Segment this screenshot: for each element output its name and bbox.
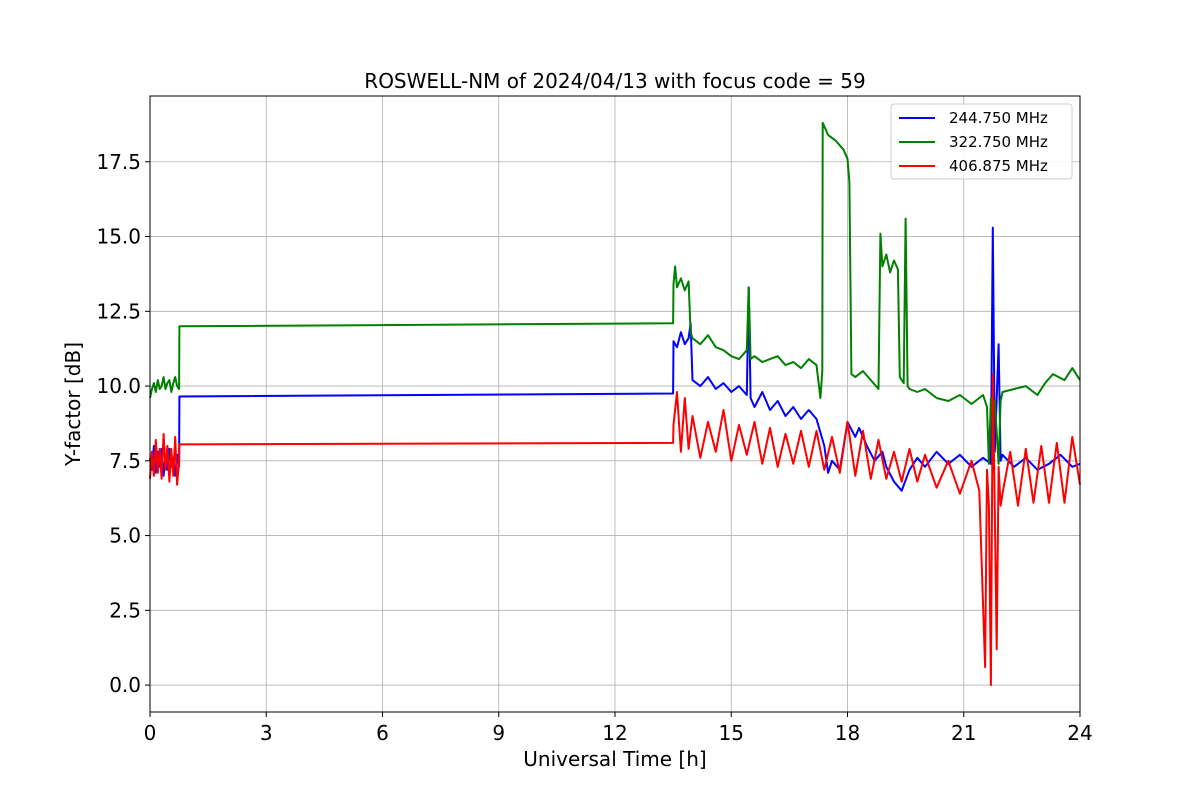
x-tick-label: 9 [492,721,505,745]
series-layer [149,121,1081,687]
x-tick-label: 0 [144,721,157,745]
grid-layer [149,96,1081,712]
y-axis-label: Y-factor [dB] [61,342,85,467]
x-tick-label: 18 [835,721,860,745]
y-tick-label: 0.0 [109,673,141,697]
series-line-3 [149,373,1081,687]
y-tick-label: 10.0 [96,374,141,398]
x-axis-label: Universal Time [h] [523,747,706,771]
legend-label-3: 406.875 MHz [949,157,1048,175]
x-tick-label: 6 [376,721,389,745]
x-tick-label: 12 [602,721,627,745]
y-tick-label: 12.5 [96,299,141,323]
x-tick-label: 21 [951,721,976,745]
y-tick-label: 17.5 [96,150,141,174]
y-tick-label: 5.0 [109,524,141,548]
legend-label-2: 322.750 MHz [949,133,1048,151]
y-tick-label: 15.0 [96,225,141,249]
y-tick-label: 2.5 [109,598,141,622]
x-tick-label: 24 [1067,721,1092,745]
x-tick-label: 15 [719,721,744,745]
legend-box [890,103,1073,180]
series-line-2 [149,121,1081,465]
x-tick-label: 3 [260,721,273,745]
y-tick-label: 7.5 [109,449,141,473]
chart-title: ROSWELL-NM of 2024/04/13 with focus code… [364,69,865,93]
legend-label-1: 244.750 MHz [949,109,1048,127]
tick-layer: 0 3 6 9 12 15 18 21 24 0.0 2.5 5.0 7.5 10.0 12.5 15.0 17… [96,150,1092,745]
legend: 244.750 MHz 322.750 MHz 406.875 MHz [890,103,1073,180]
